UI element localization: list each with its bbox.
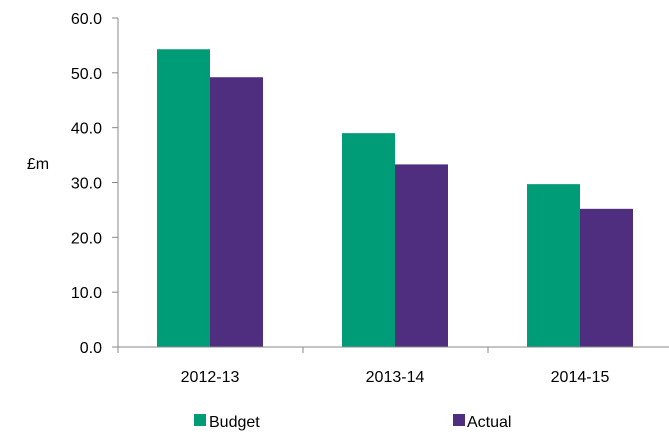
y-tick-label: 40.0 (71, 121, 102, 138)
y-tick-label: 50.0 (71, 66, 102, 83)
legend-label-actual: Actual (467, 414, 511, 431)
legend-swatch-budget (194, 414, 206, 426)
bar-actual-2012-13 (210, 77, 263, 347)
y-tick-label: 30.0 (71, 176, 102, 193)
bar-actual-2014-15 (580, 208, 633, 347)
bar-budget-2012-13 (157, 49, 210, 347)
legend-label-budget: Budget (209, 414, 260, 431)
plot-area: 0.0 10.0 20.0 30.0 40.0 50.0 60.0 2012-13 2013-1… (71, 11, 669, 431)
y-tick-label: 20.0 (71, 230, 102, 247)
bar-budget-2013-14 (342, 133, 395, 347)
x-tick-label: 2013-14 (366, 369, 425, 386)
x-tick-label: 2012-13 (181, 369, 240, 386)
bar-actual-2013-14 (395, 164, 448, 347)
y-tick-label: 10.0 (71, 285, 102, 302)
bar-budget-2014-15 (527, 184, 580, 347)
y-tick-label: 0.0 (80, 340, 102, 357)
y-tick-label: 60.0 (71, 11, 102, 28)
y-axis-label: £m (27, 156, 49, 173)
legend-swatch-actual (453, 414, 465, 426)
x-tick-label: 2014-15 (551, 369, 610, 386)
